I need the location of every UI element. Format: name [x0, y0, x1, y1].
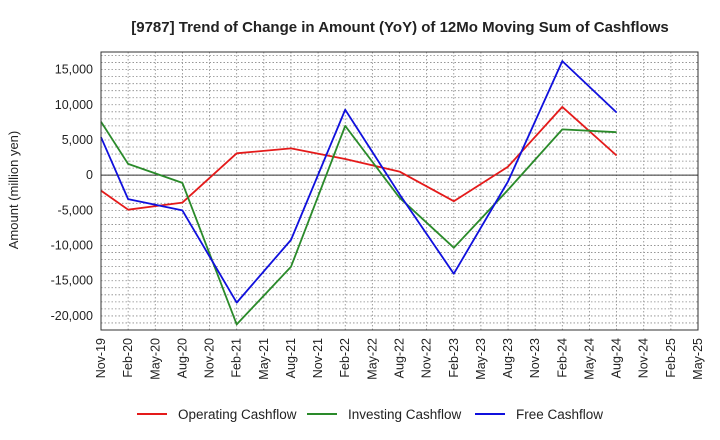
y-tick-label: 0	[86, 168, 93, 182]
x-tick-label: Feb-24	[555, 338, 569, 378]
x-tick-label: Nov-22	[420, 338, 434, 378]
x-tick-label: Nov-19	[94, 338, 108, 378]
y-tick-label: -5,000	[58, 203, 93, 217]
x-tick-label: May-22	[365, 338, 379, 380]
x-tick-label: May-21	[257, 338, 271, 380]
y-tick-labels: -20,000 -15,000 -10,000 -5,000 0 5,000 10,000 1…	[51, 63, 93, 323]
x-tick-label: Feb-23	[447, 338, 461, 378]
x-tick-labels: Nov-19 Feb-20 May-20 Aug-20 Nov-20 Feb-21 May-…	[94, 338, 705, 380]
x-tick-label: Feb-25	[664, 338, 678, 378]
series-line-0	[100, 106, 618, 211]
legend-label: Investing Cashflow	[348, 407, 462, 422]
legend-label: Free Cashflow	[516, 407, 603, 422]
x-tick-label: Feb-22	[338, 338, 352, 378]
y-tick-label: -15,000	[51, 274, 93, 288]
x-tick-label: Nov-24	[637, 338, 651, 378]
x-tick-label: Aug-23	[501, 338, 515, 378]
x-tick-label: May-25	[691, 338, 705, 380]
y-tick-label: -10,000	[51, 239, 93, 253]
x-tick-label: May-23	[474, 338, 488, 380]
y-tick-label: 10,000	[55, 98, 93, 112]
x-tick-label: Feb-21	[230, 338, 244, 378]
y-tick-label: -20,000	[51, 309, 93, 323]
chart-title: [9787] Trend of Change in Amount (YoY) o…	[131, 19, 669, 36]
x-tick-label: Aug-21	[284, 338, 298, 378]
x-tick-label: Feb-20	[121, 338, 135, 378]
series-line-1	[100, 121, 617, 326]
x-tick-label: Aug-24	[610, 338, 624, 378]
x-tick-label: Nov-23	[528, 338, 542, 378]
legend: Operating Cashflow Investing Cashflow Free…	[137, 407, 603, 422]
plot-frame	[100, 51, 699, 331]
legend-label: Operating Cashflow	[178, 407, 297, 422]
plot-area	[101, 52, 698, 330]
y-tick-label: 15,000	[55, 63, 93, 77]
x-tick-label: May-20	[148, 338, 162, 380]
y-axis-label: Amount (million yen)	[6, 131, 21, 250]
x-tick-label: Aug-20	[175, 338, 189, 378]
x-tick-label: Nov-21	[311, 338, 325, 378]
x-tick-label: Aug-22	[393, 338, 407, 378]
series-lines	[100, 60, 618, 326]
x-tick-label: May-24	[582, 338, 596, 380]
y-tick-label: 5,000	[62, 133, 93, 147]
x-tick-label: Nov-20	[203, 338, 217, 378]
series-line-2	[100, 60, 618, 304]
